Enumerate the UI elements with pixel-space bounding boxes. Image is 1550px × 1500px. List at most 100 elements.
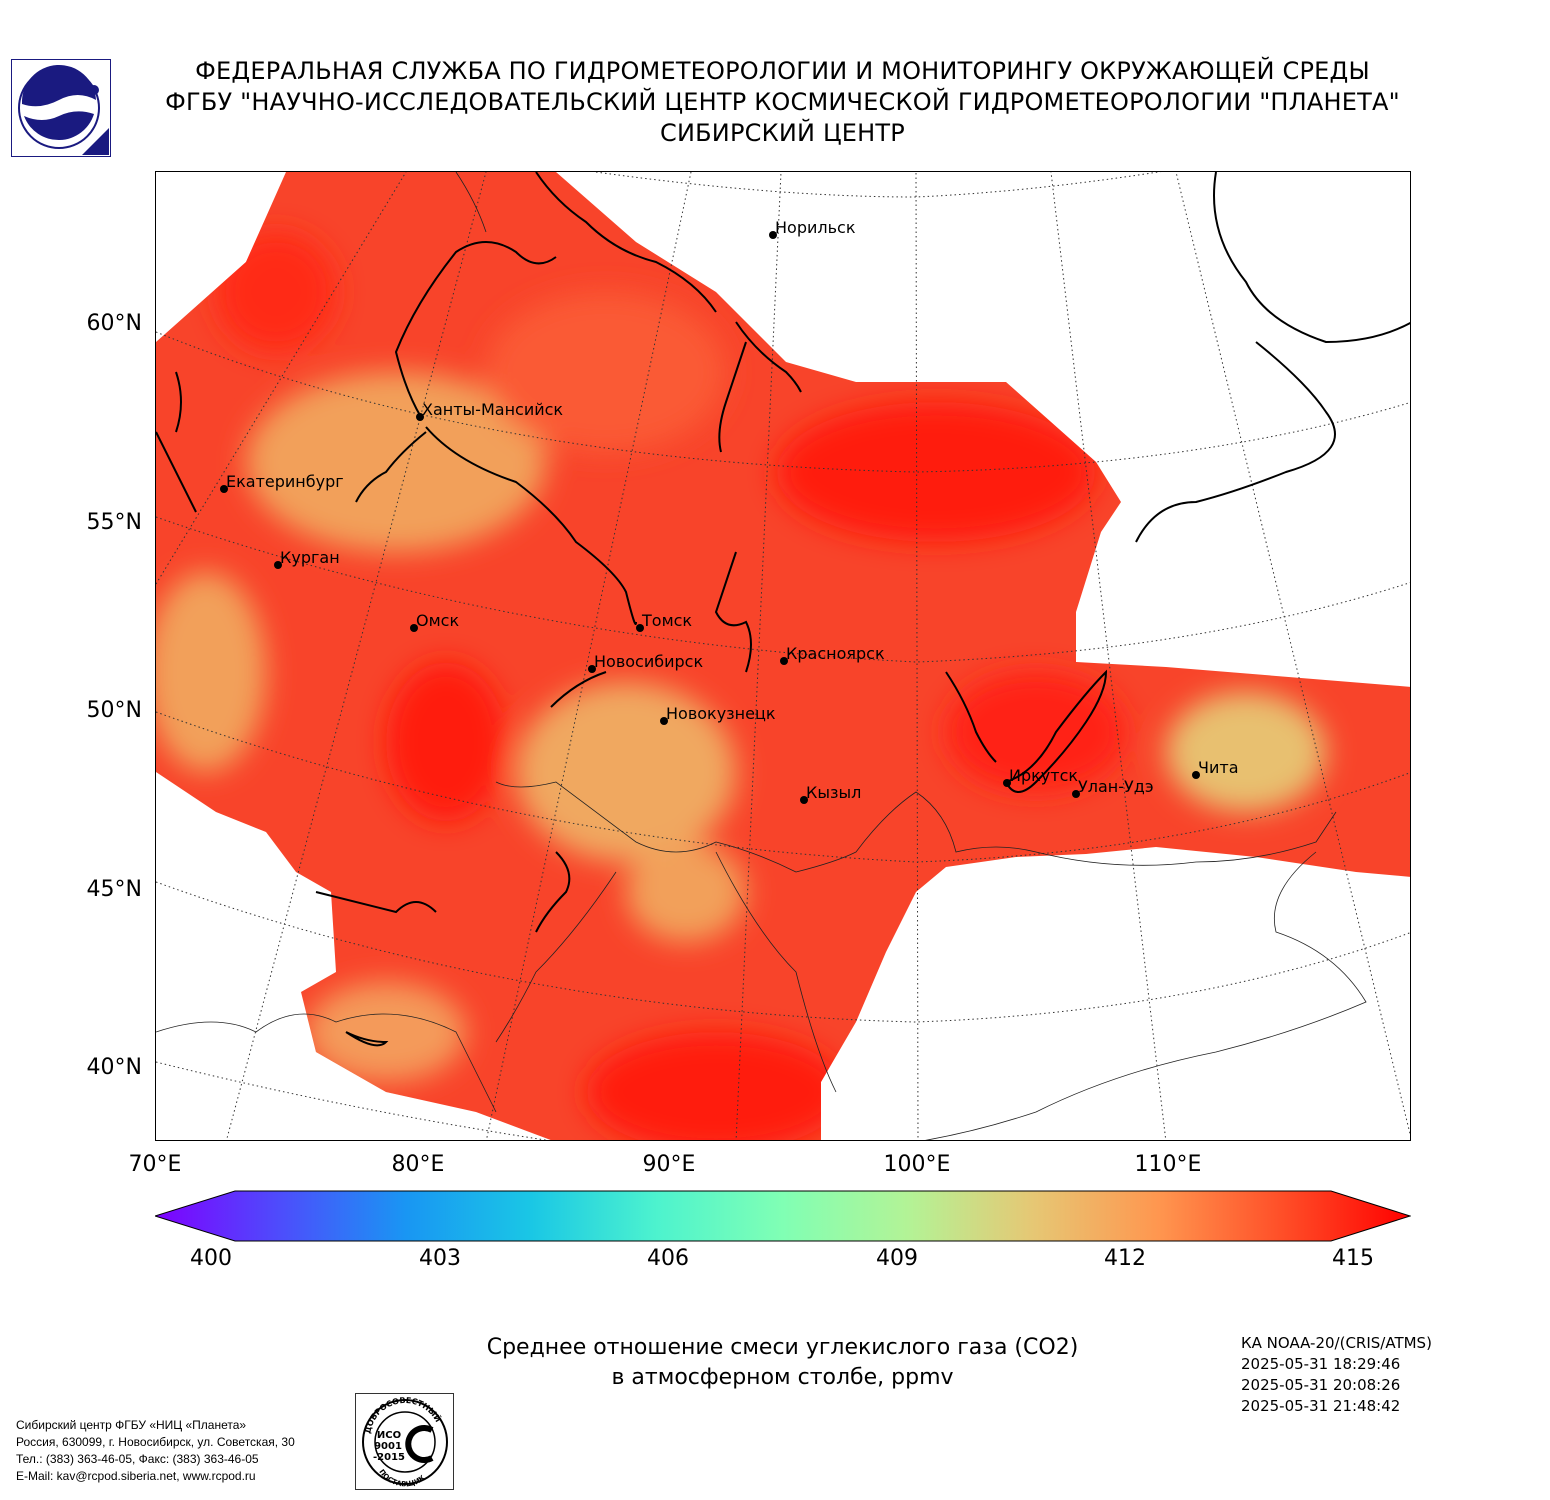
stamp-bottom-text: ПОСТАВЩИК: [377, 1468, 426, 1489]
city-marker: [410, 624, 418, 632]
city-label: Ханты-Мансийск: [422, 400, 563, 419]
issyk-kul-lake: [345, 1031, 389, 1047]
city-label: Чита: [1198, 758, 1239, 777]
city-marker: [636, 624, 644, 632]
ob-river: [425, 426, 637, 625]
parallel-line: [595, 172, 1162, 198]
city-marker: [220, 485, 228, 493]
city-marker: [800, 796, 808, 804]
contacts-block: Сибирский центр ФГБУ «НИЦ «Планета» Росс…: [16, 1417, 295, 1485]
colorbar-tick-415: 415: [1332, 1246, 1374, 1271]
city-label: Новосибирск: [594, 652, 703, 671]
city-label: Новокузнецк: [666, 704, 776, 723]
colorbar-tick-412: 412: [1104, 1246, 1146, 1271]
city-label: Иркутск: [1009, 766, 1078, 785]
city-marker: [769, 231, 777, 239]
satellite-info: КА NOAA-20/(CRIS/ATMS) 2025-05-31 18:29:…: [1241, 1333, 1432, 1417]
lat-label-55: 55°N: [86, 510, 142, 535]
colorbar: [153, 1190, 1412, 1246]
lena-lower: [1135, 341, 1336, 543]
field-high-zone: [216, 232, 336, 352]
field-high-zone: [386, 662, 506, 822]
baikal-lake: [1004, 669, 1108, 793]
colorbar-tick-406: 406: [647, 1246, 689, 1271]
lena-river: [1213, 172, 1410, 344]
lat-label-50: 50°N: [86, 698, 142, 723]
header: ФЕДЕРАЛЬНАЯ СЛУЖБА ПО ГИДРОМЕТЕОРОЛОГИИ …: [120, 56, 1445, 149]
lat-label-60: 60°N: [86, 311, 142, 336]
angara-river: [714, 551, 752, 673]
field-low-zone: [626, 842, 746, 942]
meridian-line: [1050, 172, 1167, 1140]
lon-label-90: 90°E: [642, 1152, 696, 1177]
lat-label-45: 45°N: [86, 877, 142, 902]
co2-map: Норильск Ханты-Мансийск Екатеринбург Курган…: [155, 171, 1411, 1141]
parallel-line: [156, 516, 1410, 663]
city-label: Улан-Удэ: [1078, 777, 1154, 796]
city-label: Томск: [641, 611, 692, 630]
rivers-and-coastlines: [156, 172, 1410, 1047]
city-label: Екатеринбург: [226, 472, 344, 491]
city-label: Курган: [280, 548, 340, 567]
city-label: Кызыл: [806, 783, 861, 802]
caption-line-2: в атмосферном столбе, ppmv: [611, 1365, 954, 1390]
field-high-zone: [946, 672, 1126, 792]
field-low-zone: [156, 572, 266, 772]
caption-line-1: Среднее отношение смеси углекислого газа…: [486, 1335, 1079, 1360]
lon-label-70: 70°E: [128, 1152, 182, 1177]
country-borders: [156, 172, 1367, 1140]
co2-field: [156, 172, 1410, 1140]
header-line-agency: ФЕДЕРАЛЬНАЯ СЛУЖБА ПО ГИДРОМЕТЕОРОЛОГИИ …: [195, 57, 1370, 85]
pass-time: 2025-05-31 20:08:26: [1241, 1376, 1401, 1394]
roshydromet-logo-icon: [11, 59, 111, 157]
city-markers: Норильск Ханты-Мансийск Екатеринбург Курган…: [220, 218, 1239, 804]
field-low-zone: [306, 982, 466, 1082]
yenisei-river: [718, 341, 747, 453]
irtysh-river: [394, 241, 557, 418]
iso-stamp-icon: ДОБРОСОВЕСТНЫЙ ПОСТАВЩИК ИСО 9001 -2015: [355, 1393, 454, 1490]
stamp-iso-2: 9001: [374, 1441, 402, 1452]
contacts-email: E-Mail: kav@rcpod.siberia.net, www.rcpod…: [16, 1469, 256, 1483]
city-label: Омск: [416, 611, 459, 630]
city-label: Норильск: [775, 218, 856, 237]
map-caption: Среднее отношение смеси углекислого газа…: [330, 1333, 1235, 1393]
city-label: Красноярск: [786, 644, 885, 663]
city-marker: [780, 657, 788, 665]
lon-label-110: 110°E: [1134, 1152, 1202, 1177]
field-low-zone: [246, 372, 546, 552]
contacts-address: Россия, 630099, г. Новосибирск, ул. Сове…: [16, 1435, 295, 1449]
left-river: [175, 371, 182, 433]
svg-text:ПОСТАВЩИК: ПОСТАВЩИК: [377, 1468, 426, 1489]
city-marker: [1072, 790, 1080, 798]
field-low-zone: [1166, 692, 1326, 812]
field-high-zone: [586, 1032, 846, 1140]
lon-label-80: 80°E: [391, 1152, 445, 1177]
chulym-river: [550, 671, 607, 708]
contacts-org: Сибирский центр ФГБУ «НИЦ «Планета»: [16, 1418, 247, 1432]
field-low-zone: [516, 682, 736, 862]
city-marker: [1192, 771, 1200, 779]
lon-label-100: 100°E: [883, 1152, 951, 1177]
kama-river: [156, 431, 197, 513]
pass-time: 2025-05-31 21:48:42: [1241, 1397, 1401, 1415]
header-line-center: СИБИРСКИЙ ЦЕНТР: [660, 119, 905, 147]
city-marker: [274, 561, 282, 569]
graticule: [156, 172, 1410, 1140]
city-marker: [660, 717, 668, 725]
city-marker: [416, 413, 424, 421]
ili-lake: [315, 891, 437, 914]
colorbar-body: [153, 1190, 1412, 1242]
city-marker: [588, 665, 596, 673]
meridian-line: [1175, 172, 1410, 1136]
colorbar-tick-409: 409: [876, 1246, 918, 1271]
colorbar-tick-400: 400: [190, 1246, 232, 1271]
upper-yenisei-river: [945, 671, 997, 763]
parallel-line: [156, 331, 1410, 473]
parallel-line: [156, 711, 1410, 863]
balkhash-lake: [535, 851, 571, 933]
satellite-name: КА NOAA-20/(CRIS/ATMS): [1241, 1334, 1432, 1352]
header-line-institute: ФГБУ "НАУЧНО-ИССЛЕДОВАТЕЛЬСКИЙ ЦЕНТР КОС…: [165, 88, 1400, 116]
lat-label-40: 40°N: [86, 1055, 142, 1080]
colorbar-tick-403: 403: [419, 1246, 461, 1271]
stamp-iso-1: ИСО: [377, 1430, 401, 1441]
